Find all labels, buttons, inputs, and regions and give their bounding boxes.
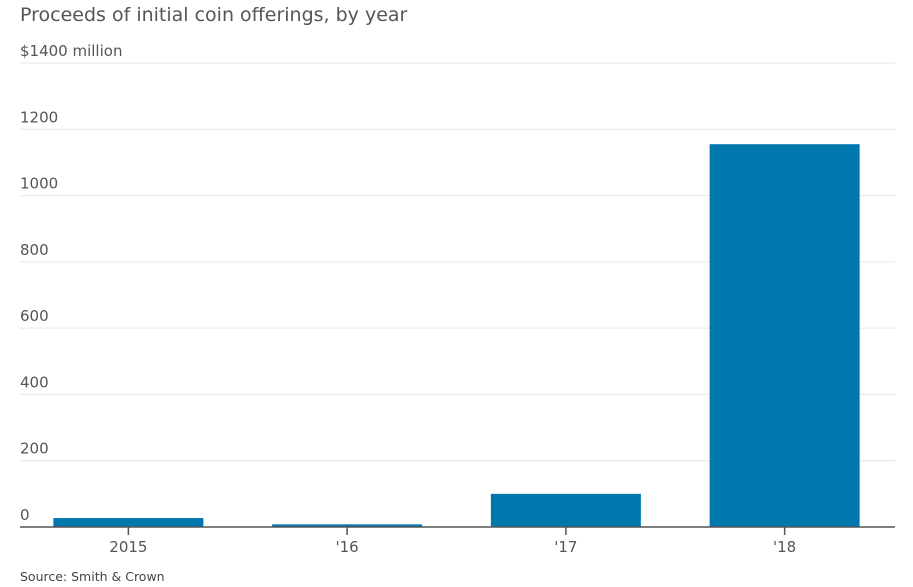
y-tick-label: 0	[20, 506, 30, 524]
y-top-label: $1400 million	[20, 42, 122, 60]
chart-title: Proceeds of initial coin offerings, by y…	[20, 4, 408, 26]
bar-2	[490, 493, 641, 527]
y-tick-label: 600	[20, 307, 49, 325]
bar-0	[53, 518, 204, 527]
bar-1	[272, 524, 423, 527]
x-tick-label: '17	[554, 538, 577, 556]
x-tick-label: 2015	[109, 538, 147, 556]
x-tick-label: '16	[336, 538, 359, 556]
y-tick-label: 800	[20, 241, 49, 259]
source-note: Source: Smith & Crown	[20, 569, 165, 584]
bar-3	[709, 144, 860, 527]
x-tick-label: '18	[773, 538, 796, 556]
y-tick-label: 1000	[20, 175, 58, 193]
y-tick-label: 200	[20, 440, 49, 458]
y-tick-label: 1200	[20, 108, 58, 126]
y-tick-label: 400	[20, 373, 49, 391]
